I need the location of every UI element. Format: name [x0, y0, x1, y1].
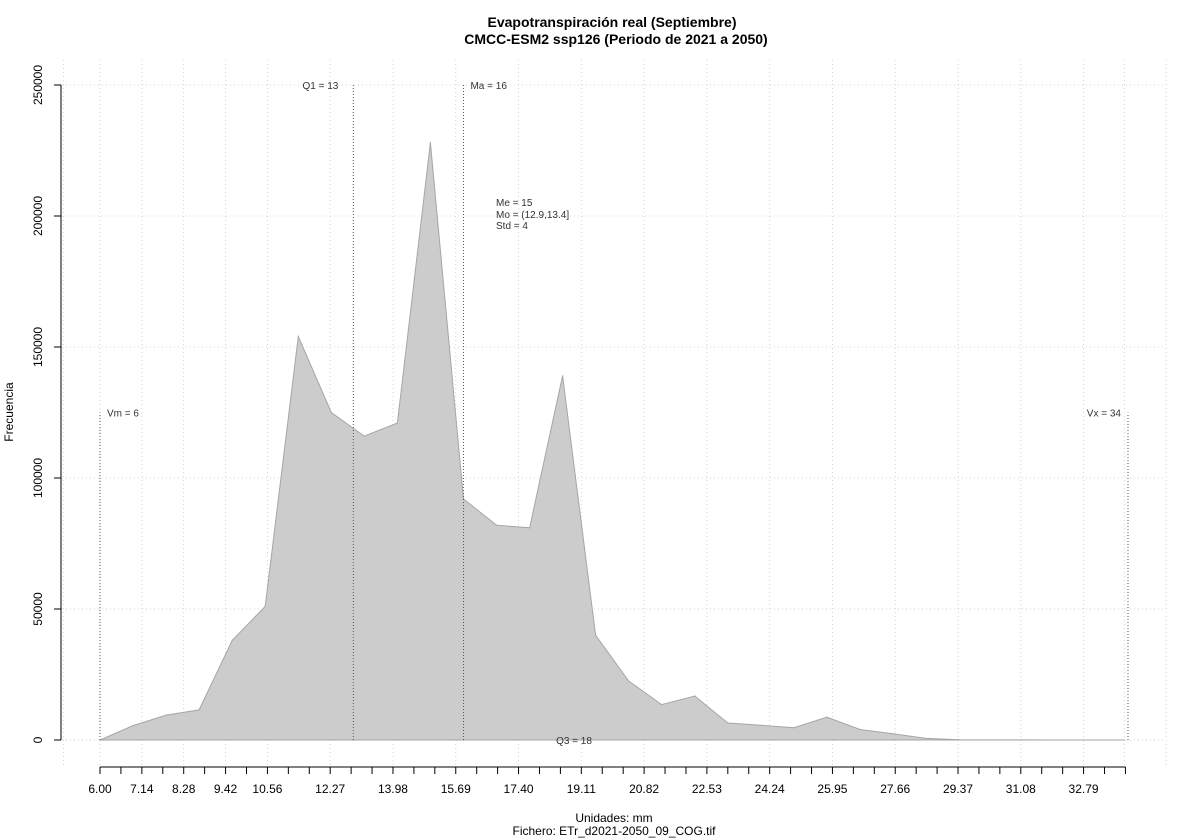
data-point [628, 680, 630, 682]
stat-mode: Mo = (12.9,13.4] [496, 210, 569, 221]
data-point [495, 524, 498, 526]
data-point [760, 724, 762, 726]
data-point [1090, 739, 1092, 741]
x-tick-label: 29.37 [943, 782, 973, 796]
data-point [231, 639, 233, 642]
x-tick-label: 24.24 [755, 782, 785, 796]
x-tick-label: 10.56 [252, 782, 282, 796]
y-tick-label: 50000 [31, 592, 45, 626]
data-point [529, 527, 531, 529]
x-tick-label: 6.00 [88, 782, 112, 796]
stat-median: Me = 15 [496, 198, 533, 209]
file-caption: Fichero: ETr_d2021-2050_09_COG.tif [513, 824, 717, 838]
x-tick-label: 32.79 [1069, 782, 1099, 796]
data-point [727, 722, 729, 724]
x-tick-label: 12.27 [315, 782, 345, 796]
q3-label: Q3 = 18 [556, 736, 592, 747]
x-tick-label: 31.08 [1006, 782, 1036, 796]
data-point [1057, 739, 1059, 741]
area-fill [99, 142, 1125, 741]
data-point [694, 695, 696, 697]
data-point [396, 422, 398, 424]
y-tick-label: 0 [31, 736, 45, 743]
data-point [429, 142, 431, 144]
x-tick-label: 15.69 [441, 782, 471, 796]
x-tick-label: 22.53 [692, 782, 722, 796]
data-point [1024, 739, 1026, 741]
stats-box: Me = 15 Mo = (12.9,13.4] Std = 4 [496, 198, 569, 232]
data-point [562, 375, 564, 377]
data-point [198, 709, 200, 711]
y-tick-label: 200000 [31, 196, 45, 236]
data-point [297, 335, 299, 338]
data-point [793, 727, 795, 729]
chart-title: Evapotranspiración real (Septiembre) [488, 14, 737, 30]
stat-std: Std = 4 [496, 221, 528, 232]
reference-line-label: Vm = 6 [107, 409, 139, 420]
reference-line-label: Q1 = 13 [302, 81, 338, 92]
data-point [165, 714, 167, 716]
data-point [661, 704, 663, 706]
data-point [925, 737, 927, 740]
x-tick-label: 7.14 [130, 782, 154, 796]
x-tick-label: 20.82 [629, 782, 659, 796]
data-point [330, 411, 332, 414]
reference-line-label: Vx = 34 [1087, 409, 1122, 420]
x-tick-label: 27.66 [880, 782, 910, 796]
data-point [826, 716, 828, 718]
x-axis: 6.00 7.14 8.28 9.42 10.56 12.27 13.98 15.69 17.4… [88, 766, 1126, 796]
area-series [99, 142, 1125, 741]
y-axis: 0 50000 100000 150000 200000 250000 [31, 65, 62, 743]
y-axis-label: Frecuencia [2, 382, 16, 442]
data-point [1123, 739, 1125, 741]
data-point [991, 739, 993, 741]
x-axis-label: Unidades: mm [575, 811, 652, 825]
y-tick-label: 150000 [31, 327, 45, 367]
data-point [595, 634, 597, 636]
chart-subtitle: CMCC-ESM2 ssp126 (Periodo de 2021 a 2050… [464, 31, 767, 47]
x-tick-label: 17.40 [504, 782, 534, 796]
data-point [363, 435, 365, 437]
y-tick-label: 100000 [31, 458, 45, 498]
x-tick-label: 8.28 [172, 782, 196, 796]
data-point [859, 728, 861, 731]
x-tick-label: 19.11 [567, 782, 596, 796]
reference-lines: Vm = 6 Q1 = 13 Ma = 16 Vx = 34 [99, 81, 1129, 740]
y-tick-label: 250000 [31, 65, 45, 105]
data-point [958, 739, 960, 741]
reference-line-label: Ma = 16 [470, 81, 507, 92]
x-tick-label: 9.42 [214, 782, 238, 796]
data-point [892, 733, 894, 735]
x-tick-label: 25.95 [817, 782, 847, 796]
data-point [264, 605, 266, 608]
x-tick-label: 13.98 [378, 782, 408, 796]
data-point [132, 725, 134, 727]
